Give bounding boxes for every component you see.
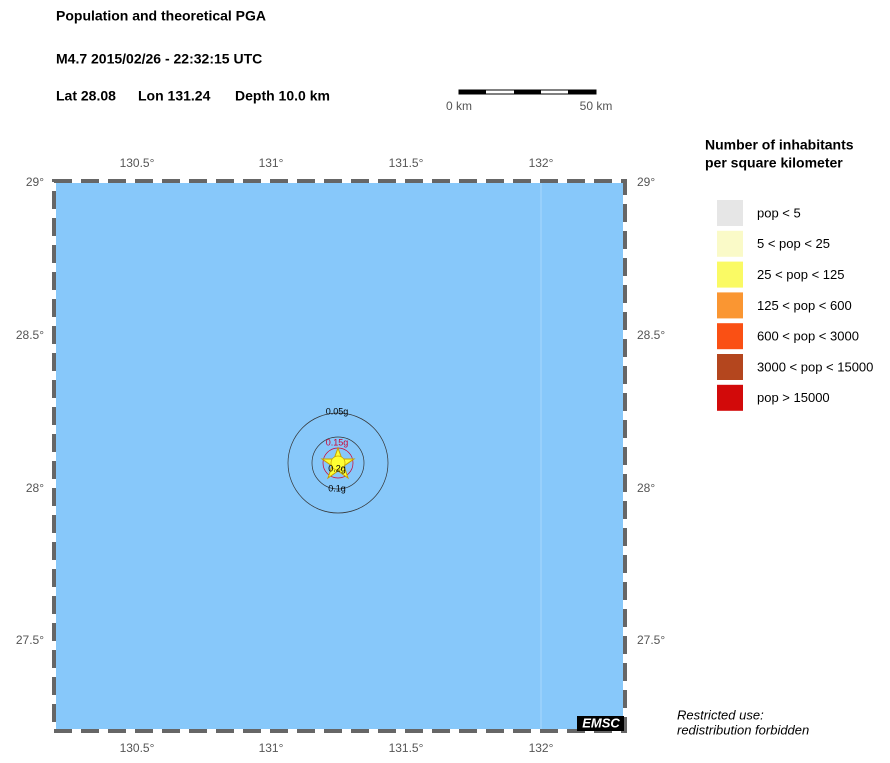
lat-label: 29° (637, 175, 655, 189)
map (52, 179, 627, 733)
legend-label: pop < 5 (757, 205, 801, 220)
scale-start: 0 km (446, 99, 472, 113)
title: Population and theoretical PGA (56, 8, 266, 24)
legend-swatch (717, 200, 743, 226)
legend-swatch (717, 384, 743, 411)
notice: Restricted use: (677, 707, 764, 722)
lon-label: 130.5° (120, 741, 155, 755)
contour-label: 0.2g (328, 463, 346, 473)
scale-end: 50 km (580, 99, 613, 113)
lon-label: 131° (259, 156, 284, 170)
lat-label: 28.5° (16, 328, 44, 342)
legend-swatch (717, 354, 743, 380)
contour-label: 0.05g (326, 406, 349, 416)
lon-label: 132° (529, 741, 554, 755)
legend-title: per square kilometer (705, 155, 843, 171)
legend-swatch (717, 261, 743, 288)
event: M4.7 2015/02/26 - 22:32:15 UTC (56, 51, 262, 67)
legend-title: Number of inhabitants (705, 137, 854, 153)
depth: Depth 10.0 km (235, 88, 330, 104)
lat-label: 27.5° (637, 633, 665, 647)
lat-label: 29° (26, 175, 44, 189)
lon: Lon 131.24 (138, 88, 211, 104)
legend-label: 25 < pop < 125 (757, 267, 844, 282)
legend-swatch (717, 323, 743, 350)
lon-label: 131.5° (389, 741, 424, 755)
lat-label: 28° (637, 481, 655, 495)
legend-label: 3000 < pop < 15000 (757, 359, 873, 374)
lat-label: 27.5° (16, 633, 44, 647)
lat: Lat 28.08 (56, 88, 116, 104)
notice: redistribution forbidden (677, 722, 809, 737)
legend-label: pop > 15000 (757, 390, 830, 405)
legend-label: 125 < pop < 600 (757, 298, 852, 313)
contour-label: 0.15g (326, 437, 349, 447)
scale-bar (458, 89, 597, 95)
lon-label: 131° (259, 741, 284, 755)
logo: EMSC (582, 715, 620, 730)
lon-label: 130.5° (120, 156, 155, 170)
legend-label: 600 < pop < 3000 (757, 329, 859, 344)
contour-label: 0.1g (328, 483, 346, 493)
legend-swatch (717, 292, 743, 319)
lat-label: 28.5° (637, 328, 665, 342)
lat-label: 28° (26, 481, 44, 495)
legend-swatch (717, 230, 743, 257)
legend-label: 5 < pop < 25 (757, 236, 830, 251)
lon-label: 132° (529, 156, 554, 170)
lon-label: 131.5° (389, 156, 424, 170)
